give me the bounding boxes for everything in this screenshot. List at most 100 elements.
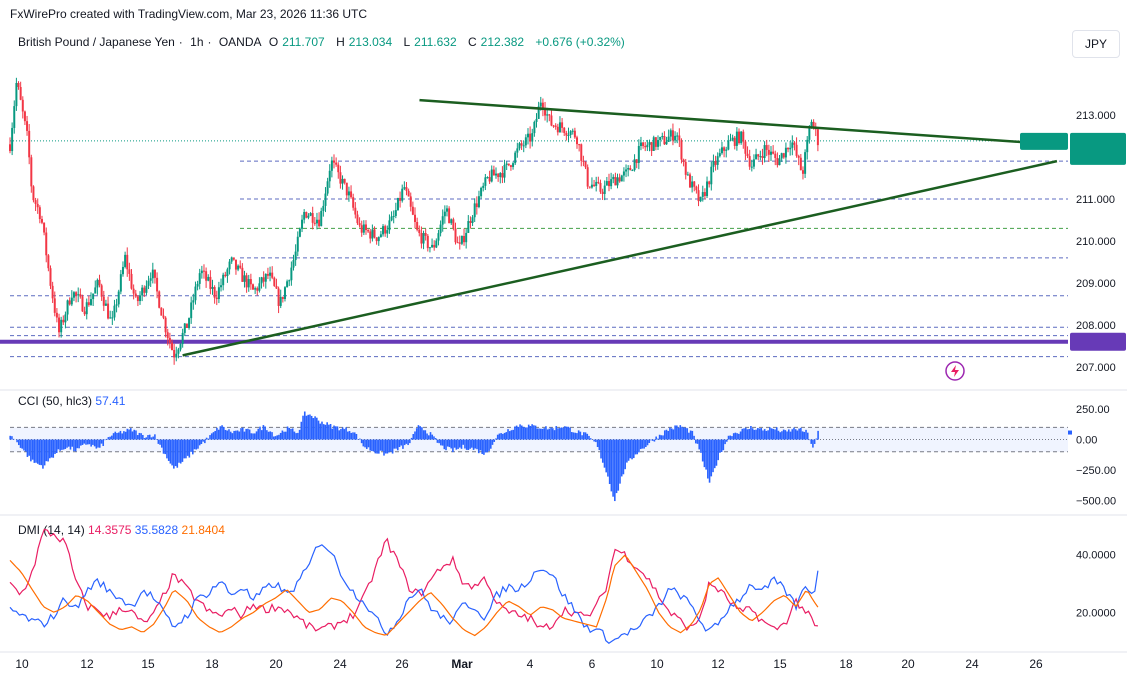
candle-body bbox=[535, 118, 538, 122]
candle-body bbox=[356, 214, 359, 224]
candle-body bbox=[111, 317, 114, 319]
cci-bar bbox=[350, 432, 353, 440]
cci-bar bbox=[453, 439, 456, 448]
candle-body bbox=[119, 274, 122, 292]
currency-button[interactable]: JPY bbox=[1072, 30, 1120, 58]
cci-value: 57.41 bbox=[95, 394, 126, 408]
cci-bar bbox=[503, 432, 506, 440]
cci-bar bbox=[705, 439, 707, 470]
trendline-support[interactable] bbox=[182, 159, 1058, 357]
cci-bar bbox=[241, 427, 244, 440]
cci-bar bbox=[259, 426, 261, 440]
cci-bar bbox=[605, 439, 608, 473]
candle-body bbox=[460, 235, 463, 244]
candle-body bbox=[352, 197, 355, 208]
cci-bar bbox=[379, 439, 382, 451]
cci-bar bbox=[104, 439, 106, 441]
candle-body bbox=[586, 167, 589, 187]
cci-bar bbox=[641, 439, 644, 449]
cci-bar bbox=[109, 436, 111, 440]
cci-legend[interactable]: CCI (50, hlc3) 57.41 bbox=[18, 394, 126, 408]
cci-bar bbox=[414, 431, 416, 440]
candle-body bbox=[759, 156, 762, 158]
cci-bar bbox=[584, 432, 587, 440]
cci-bar bbox=[135, 430, 137, 440]
cci-bar bbox=[498, 433, 501, 440]
candle-body bbox=[699, 196, 702, 202]
candle-body bbox=[780, 153, 783, 159]
cci-bar bbox=[116, 432, 118, 440]
cci-bar bbox=[117, 432, 120, 440]
cci-bar bbox=[186, 439, 189, 456]
cci-bar bbox=[598, 439, 601, 451]
candle-body bbox=[708, 181, 711, 185]
cci-bar bbox=[166, 439, 168, 459]
cci-bar bbox=[617, 439, 620, 491]
cci-bar bbox=[500, 433, 502, 440]
candle-body bbox=[616, 177, 619, 186]
cci-bar bbox=[76, 439, 79, 449]
cci-bar bbox=[400, 439, 403, 446]
cci-bar bbox=[80, 439, 82, 446]
cci-bar bbox=[49, 439, 51, 459]
candle-body bbox=[81, 296, 84, 312]
candle-body bbox=[34, 200, 37, 204]
candle-body bbox=[801, 170, 804, 174]
candle-body bbox=[748, 156, 751, 167]
cci-bar bbox=[719, 439, 721, 453]
trendline-resistance[interactable] bbox=[419, 98, 1024, 144]
cci-bar bbox=[758, 428, 761, 440]
candle-body bbox=[296, 236, 299, 252]
cci-bar bbox=[386, 439, 389, 454]
cci-bar bbox=[727, 435, 730, 440]
cci-bar bbox=[552, 428, 554, 440]
cci-bar bbox=[160, 439, 163, 448]
cci-bar bbox=[359, 438, 361, 440]
cci-bar bbox=[121, 433, 123, 440]
candle-body bbox=[181, 332, 184, 345]
candle-body bbox=[503, 164, 506, 178]
cci-bar bbox=[45, 439, 48, 462]
candle-body bbox=[582, 160, 585, 162]
price-axis-label: 213.000 bbox=[1076, 110, 1116, 122]
candle-body bbox=[30, 157, 33, 187]
dmi-adx-value: 21.8404 bbox=[181, 523, 225, 537]
candle-body bbox=[580, 144, 583, 161]
candle-body bbox=[124, 254, 127, 267]
cci-bar bbox=[364, 439, 366, 448]
cci-bar bbox=[143, 438, 146, 440]
dmi-legend[interactable]: DMI (14, 14) 14.3575 35.5828 21.8404 bbox=[18, 523, 225, 537]
cci-bar bbox=[651, 439, 654, 441]
candle-body bbox=[676, 135, 679, 137]
candle-body bbox=[75, 292, 78, 296]
cci-bar bbox=[760, 428, 763, 440]
candle-body bbox=[497, 173, 500, 178]
cci-bar bbox=[305, 415, 308, 440]
cci-bar bbox=[464, 439, 466, 449]
candle-body bbox=[763, 145, 766, 158]
candle-body bbox=[799, 157, 802, 171]
cci-bar bbox=[314, 416, 316, 440]
candle-body bbox=[141, 287, 144, 296]
candle-body bbox=[522, 145, 525, 147]
cci-bar bbox=[128, 429, 130, 440]
candle-body bbox=[273, 277, 276, 286]
candle-body bbox=[482, 185, 485, 188]
dmi-series bbox=[9, 528, 819, 644]
cci-bar bbox=[658, 434, 661, 440]
cci-bar bbox=[698, 439, 701, 450]
symbol-name[interactable]: British Pound / Japanese Yen bbox=[18, 35, 175, 49]
cci-bar bbox=[262, 425, 265, 440]
cci-bar bbox=[684, 427, 687, 440]
candle-body bbox=[254, 288, 257, 290]
cci-bar bbox=[252, 433, 254, 440]
cci-bar bbox=[61, 439, 63, 450]
cci-bar bbox=[391, 439, 394, 454]
cci-bar bbox=[486, 439, 489, 453]
cci-bar bbox=[24, 439, 27, 452]
symbol-interval[interactable]: 1h bbox=[190, 35, 204, 49]
cci-bar bbox=[489, 439, 492, 449]
candle-body bbox=[23, 111, 26, 122]
